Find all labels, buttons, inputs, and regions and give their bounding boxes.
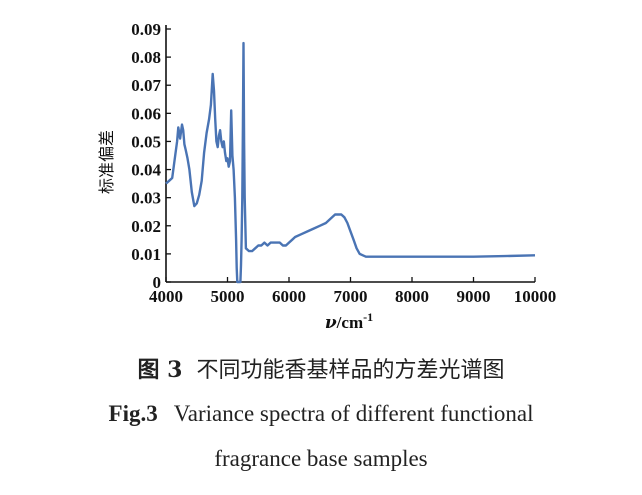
y-tick-label: 0.04 [131, 161, 161, 180]
y-tick-label: 0 [153, 273, 162, 292]
x-axis-unit: /cm [336, 313, 363, 332]
series-line-0 [165, 41, 536, 284]
x-tick-label: 4000 [149, 287, 183, 306]
x-axis-symbol: ν [325, 313, 337, 333]
x-tick-label: 10000 [514, 287, 557, 306]
ticks: 4000 5000 6000 7000 8000 9000 10000 0 0.01 0.02 0.… [131, 20, 556, 306]
series [165, 41, 536, 284]
caption-en-number: Fig.3 [108, 401, 158, 426]
x-tick-label: 8000 [395, 287, 429, 306]
x-tick-label: 5000 [211, 287, 245, 306]
y-tick-label: 0.09 [131, 20, 161, 39]
y-axis-label: 标准偏差 [97, 130, 116, 194]
y-tick-label: 0.02 [131, 217, 161, 236]
x-tick-label: 9000 [457, 287, 491, 306]
caption-en-line2: fragrance base samples [214, 446, 428, 471]
y-tick-label: 0.06 [131, 104, 161, 123]
x-axis-exponent: -1 [363, 310, 373, 324]
axes [165, 25, 535, 283]
y-tick-label: 0.08 [131, 48, 161, 67]
y-tick-label: 0.05 [131, 132, 161, 151]
caption-zh-number: 图 3 [137, 357, 183, 383]
caption-en-line1: Fig.3 Variance spectra of different funct… [0, 401, 642, 427]
y-tick-label: 0.01 [131, 245, 161, 264]
spectrum-chart: 4000 5000 6000 7000 8000 9000 10000 0 0.01 0.02 0.… [97, 20, 556, 333]
x-tick-label: 7000 [334, 287, 368, 306]
y-tick-label: 0.07 [131, 76, 161, 95]
x-tick-label: 6000 [272, 287, 306, 306]
x-axis-label: ν/cm-1 [325, 310, 373, 333]
caption-en-text-1: Variance spectra of different functional [173, 401, 534, 426]
caption-zh-text: 不同功能香基样品的方差光谱图 [196, 358, 505, 383]
y-tick-label: 0.03 [131, 189, 161, 208]
caption-zh: 图 3 不同功能香基样品的方差光谱图 [0, 352, 642, 384]
